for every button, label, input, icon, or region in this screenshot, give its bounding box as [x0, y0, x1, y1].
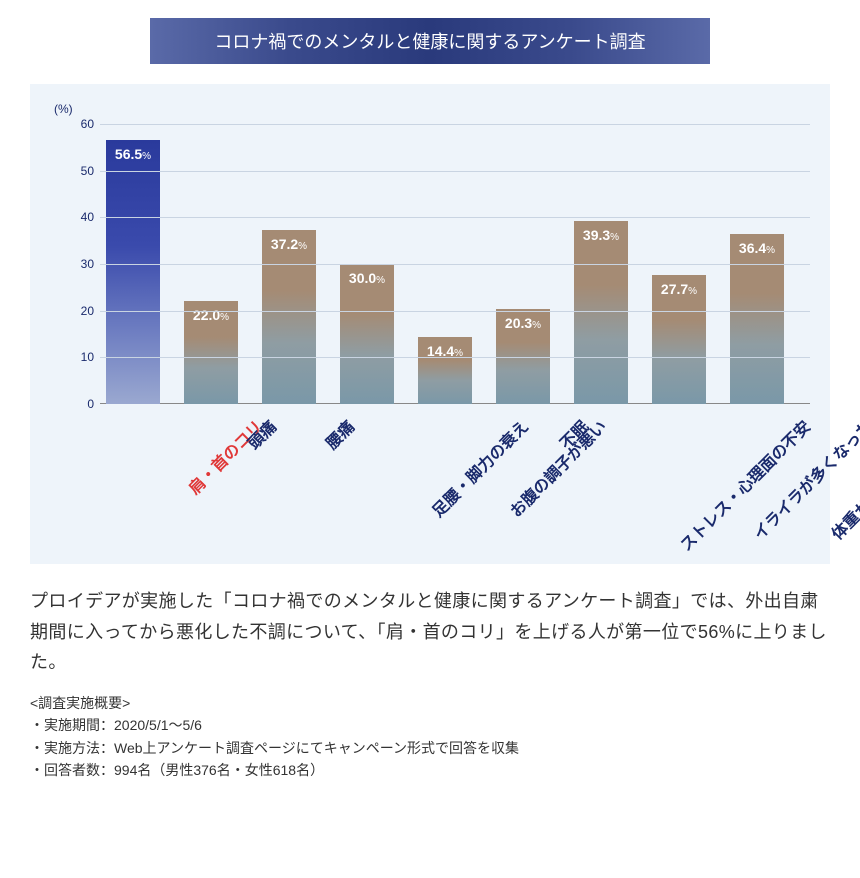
x-category-label: 腰痛 [319, 414, 359, 454]
chart-bar: 56.5% [106, 140, 160, 404]
gridline [100, 264, 810, 265]
chart-x-labels: 肩・首のコリ頭痛腰痛足腰・脚力の衰えお腹の調子が悪い不眠ストレス・心理面の不安イ… [100, 404, 810, 564]
survey-info: <調査実施概要> ・実施期間：2020/5/1〜5/6 ・実施方法：Web上アン… [30, 692, 830, 782]
bar-value-label: 20.3% [496, 315, 550, 331]
bar-value-label: 27.7% [652, 281, 706, 297]
chart-bar: 39.3% [574, 221, 628, 404]
gridline [100, 217, 810, 218]
gridline [100, 311, 810, 312]
y-tick-label: 40 [70, 210, 94, 224]
survey-heading: <調査実施概要> [30, 692, 830, 714]
survey-line: ・回答者数：994名（男性376名・女性618名） [30, 759, 830, 781]
y-tick-label: 60 [70, 117, 94, 131]
title-banner: コロナ禍でのメンタルと健康に関するアンケート調査 [150, 18, 710, 64]
chart-plot-area: 56.5% 22.0% 37.2% 30.0% 14.4% 20.3% 39.3% 27.7%… [100, 124, 810, 404]
survey-line: ・実施方法：Web上アンケート調査ページにてキャンペーン形式で回答を収集 [30, 737, 830, 759]
chart-bar: 30.0% [340, 264, 394, 404]
y-tick-label: 20 [70, 304, 94, 318]
chart-bar: 22.0% [184, 301, 238, 404]
bar-value-label: 36.4% [730, 240, 784, 256]
chart-bar: 27.7% [652, 275, 706, 404]
y-tick-label: 0 [70, 397, 94, 411]
y-tick-label: 50 [70, 164, 94, 178]
gridline [100, 171, 810, 172]
gridline [100, 357, 810, 358]
description-text: プロイデアが実施した「コロナ禍でのメンタルと健康に関するアンケート調査」では、外… [30, 586, 830, 678]
bar-value-label: 56.5% [106, 146, 160, 162]
chart-bar: 37.2% [262, 230, 316, 404]
y-tick-label: 30 [70, 257, 94, 271]
chart-bar: 36.4% [730, 234, 784, 404]
bar-value-label: 37.2% [262, 236, 316, 252]
y-tick-label: 10 [70, 350, 94, 364]
gridline [100, 124, 810, 125]
survey-line: ・実施期間：2020/5/1〜5/6 [30, 714, 830, 736]
y-axis-unit: (%) [54, 102, 73, 116]
chart-panel: (%) 56.5% 22.0% 37.2% 30.0% 14.4% 20.3% 39.3% 2… [30, 84, 830, 564]
page-root: コロナ禍でのメンタルと健康に関するアンケート調査 (%) 56.5% 22.0% 3… [0, 18, 860, 878]
bar-value-label: 30.0% [340, 270, 394, 286]
bar-value-label: 39.3% [574, 227, 628, 243]
chart-bar: 14.4% [418, 337, 472, 404]
